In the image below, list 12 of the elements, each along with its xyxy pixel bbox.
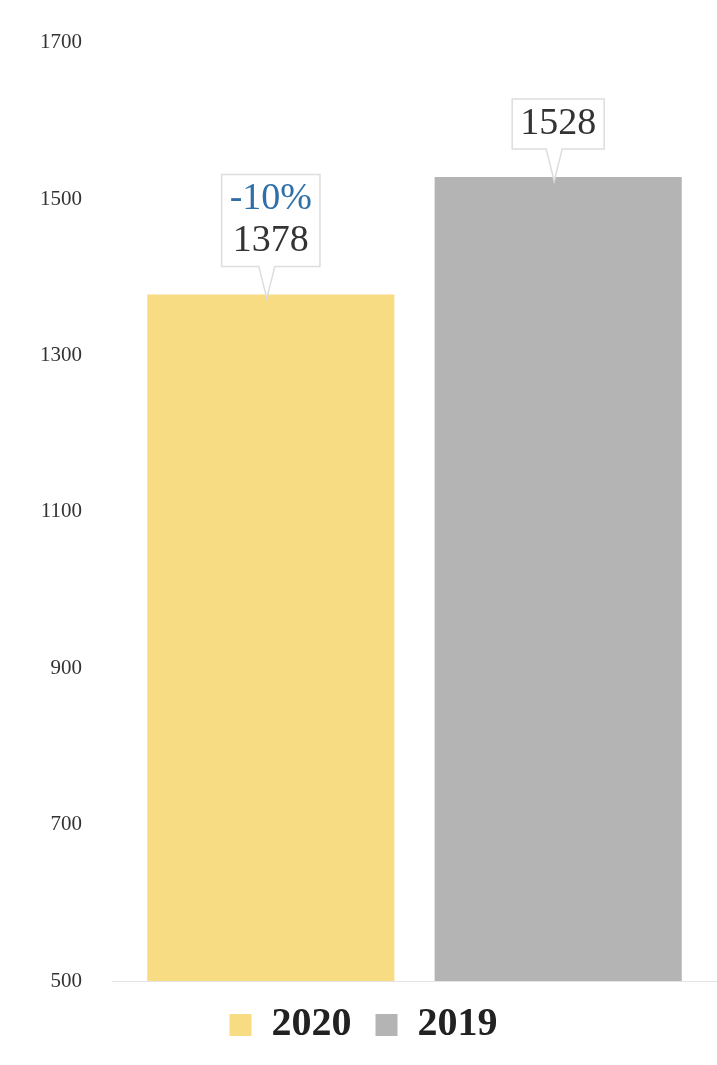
y-tick-label: 500 [50,967,82,992]
data-label: 1378 [232,217,309,260]
y-tick-label: 1100 [40,498,82,523]
y-tick-label: 700 [50,811,82,836]
annotation: -10% [229,175,312,218]
y-tick-label: 1700 [40,29,82,54]
data-label: 1528 [520,100,597,143]
y-tick-label: 900 [50,654,82,679]
legend-label: 2020 [271,999,352,1045]
y-tick-label: 1300 [40,341,82,366]
y-tick-label: 1500 [40,185,82,210]
legend-label: 2019 [417,999,498,1045]
